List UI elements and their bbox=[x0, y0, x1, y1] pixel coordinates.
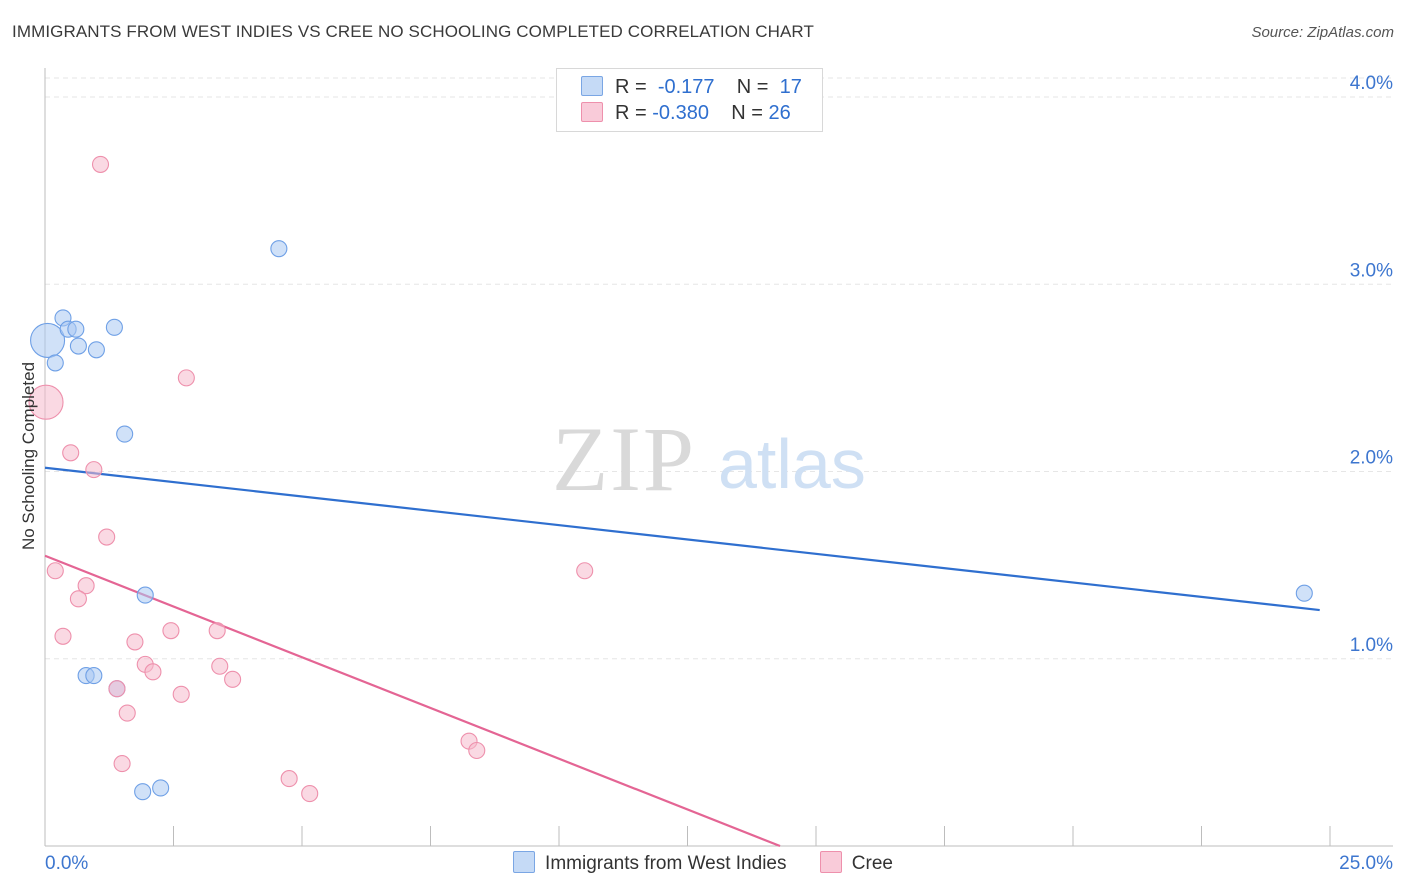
point-cree[interactable] bbox=[126, 633, 144, 651]
point-west-indies[interactable] bbox=[30, 322, 66, 358]
y-tick-label: 3.0% bbox=[1350, 260, 1393, 281]
point-cree[interactable] bbox=[172, 685, 190, 703]
trend-lines bbox=[44, 466, 1320, 848]
legend-r-label: R = bbox=[615, 76, 647, 98]
watermark: ZIP atlas bbox=[552, 408, 866, 510]
point-cree[interactable] bbox=[224, 670, 242, 688]
x-ticks bbox=[44, 826, 1331, 846]
point-cree[interactable] bbox=[28, 384, 64, 420]
point-cree[interactable] bbox=[91, 155, 110, 173]
y-tick-label: 4.0% bbox=[1350, 73, 1393, 94]
y-tick-label: 1.0% bbox=[1350, 635, 1393, 656]
point-west-indies[interactable] bbox=[134, 783, 152, 801]
point-west-indies[interactable] bbox=[116, 425, 134, 443]
legend-swatch-west-indies bbox=[581, 76, 603, 96]
watermark-zip: ZIP bbox=[552, 408, 696, 510]
series-legend: Immigrants from West Indies Cree bbox=[0, 851, 1406, 875]
legend-n-value: 17 bbox=[779, 76, 802, 98]
legend-n-value: 26 bbox=[768, 102, 791, 124]
point-west-indies[interactable] bbox=[69, 337, 87, 355]
point-cree[interactable] bbox=[77, 577, 95, 595]
x-tick-label-min: 0.0% bbox=[45, 853, 88, 874]
legend-swatch-cree bbox=[581, 102, 603, 122]
point-cree[interactable] bbox=[280, 770, 298, 788]
chart-title: IMMIGRANTS FROM WEST INDIES VS CREE NO S… bbox=[12, 22, 814, 41]
point-west-indies[interactable] bbox=[1295, 584, 1313, 602]
legend-r-label: R = bbox=[615, 102, 647, 124]
point-west-indies[interactable] bbox=[270, 240, 288, 258]
point-cree[interactable] bbox=[468, 741, 486, 760]
point-cree[interactable] bbox=[211, 657, 229, 675]
legend-r-value: -0.177 bbox=[657, 76, 715, 98]
legend-row-west-indies: R = -0.177 N = 17 bbox=[581, 76, 802, 100]
point-west-indies[interactable] bbox=[152, 779, 170, 797]
legend-n-label: N = bbox=[736, 76, 769, 98]
point-cree[interactable] bbox=[108, 680, 126, 698]
point-west-indies[interactable] bbox=[87, 341, 105, 359]
point-cree[interactable] bbox=[113, 755, 131, 773]
y-axis-label: No Schooling Completed bbox=[19, 362, 38, 550]
point-cree[interactable] bbox=[177, 369, 195, 387]
legend-swatch-cree bbox=[819, 851, 842, 873]
point-cree[interactable] bbox=[162, 622, 180, 640]
point-cree[interactable] bbox=[576, 562, 594, 580]
point-cree[interactable] bbox=[62, 444, 80, 462]
point-cree[interactable] bbox=[301, 785, 319, 803]
trend-line-cree bbox=[44, 554, 781, 848]
point-cree[interactable] bbox=[208, 622, 226, 640]
legend-row-cree: R = -0.380 N = 26 bbox=[581, 102, 791, 126]
point-cree[interactable] bbox=[85, 461, 103, 479]
legend-swatch-west-indies bbox=[513, 851, 536, 873]
point-west-indies[interactable] bbox=[85, 667, 103, 685]
point-cree[interactable] bbox=[118, 704, 136, 722]
point-west-indies[interactable] bbox=[136, 586, 154, 604]
point-cree[interactable] bbox=[46, 562, 64, 580]
legend-n-label: N = bbox=[731, 102, 763, 124]
data-points bbox=[28, 155, 1313, 803]
axes bbox=[44, 68, 1393, 847]
legend-label-cree: Cree bbox=[851, 853, 893, 874]
legend-item-west-indies[interactable]: Immigrants from West Indies bbox=[513, 851, 786, 875]
point-west-indies[interactable] bbox=[46, 354, 64, 372]
point-cree[interactable] bbox=[144, 663, 162, 681]
axis-labels: No Schooling Completed 1.0% 2.0% 3.0% 4.0% 0… bbox=[19, 73, 1393, 874]
point-west-indies[interactable] bbox=[67, 320, 85, 338]
x-tick-label-max: 25.0% bbox=[1339, 853, 1393, 874]
point-cree[interactable] bbox=[98, 528, 116, 546]
point-west-indies[interactable] bbox=[105, 318, 123, 336]
point-cree[interactable] bbox=[69, 590, 87, 608]
trend-line-west-indies bbox=[44, 466, 1320, 612]
legend-r-value: -0.380 bbox=[652, 102, 709, 124]
y-tick-label: 2.0% bbox=[1350, 448, 1393, 469]
watermark-atlas: atlas bbox=[718, 425, 866, 503]
legend-label-west-indies: Immigrants from West Indies bbox=[545, 853, 787, 874]
legend-item-cree[interactable]: Cree bbox=[819, 851, 893, 875]
source-credit: Source: ZipAtlas.com bbox=[1251, 24, 1394, 41]
point-cree[interactable] bbox=[54, 627, 72, 645]
stats-legend: R = -0.177 N = 17 R = -0.380 N = 26 bbox=[556, 68, 823, 132]
grid-lines bbox=[45, 77, 1393, 660]
